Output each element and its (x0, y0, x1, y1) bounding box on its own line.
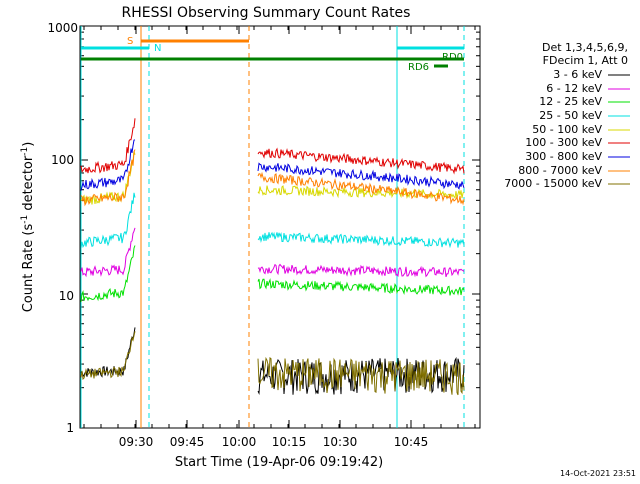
series-50-100kev (80, 151, 136, 205)
series-segment-after-gap (257, 278, 465, 296)
flag-label-rd0: RD0 (442, 52, 463, 63)
legend-label-25-50kev: 25 - 50 keV (539, 109, 602, 122)
legend-label-800-7000kev: 800 - 7000 keV (518, 164, 602, 177)
series-segment-after-gap (257, 171, 465, 206)
legend-label-3-6kev: 3 - 6 keV (553, 68, 602, 81)
x-tick-label-0930: 09:30 (119, 435, 154, 449)
y-tick-label-100: 100 (51, 153, 74, 167)
flag-label-n: N (154, 43, 161, 54)
timestamp: 14-Oct-2021 23:51 (560, 469, 636, 478)
x-tick-label-1015: 10:15 (272, 435, 307, 449)
x-tick-label-1045: 10:45 (394, 435, 429, 449)
series-300-800kev (80, 139, 136, 191)
legend-label-7000-15000kev: 7000 - 15000 keV (504, 177, 602, 190)
y-tick-label-10: 10 (59, 289, 74, 303)
series-segment-after-gap (257, 147, 465, 175)
x-tick-label-1000: 10:00 (222, 435, 257, 449)
legend-header-1: Det 1,3,4,5,6,9, (542, 41, 628, 54)
series-25-50kev (80, 192, 136, 249)
y-axis-label: Count Rate (s-1 detector-1) (20, 142, 36, 313)
series-100-300kev (80, 118, 136, 174)
series-segment-after-gap (257, 162, 465, 190)
y-tick-label-1: 1 (66, 421, 74, 435)
flag-label-s: S (127, 36, 133, 47)
series-12-25kev (80, 245, 136, 303)
x-tick-label-1030: 10:30 (323, 435, 358, 449)
x-tick-label-0945: 09:45 (170, 435, 205, 449)
series-800-7000kev (80, 149, 136, 207)
chart-title: RHESSI Observing Summary Count Rates (122, 5, 411, 21)
series-segment-after-gap (257, 231, 465, 249)
series-segment-after-gap (257, 263, 465, 278)
series-6-12kev (80, 227, 136, 278)
legend-label-6-12kev: 6 - 12 keV (546, 82, 602, 95)
series-segment-after-gap (257, 356, 465, 396)
x-tick-marks (83, 26, 476, 428)
legend-label-50-100kev: 50 - 100 keV (532, 123, 602, 136)
series-layer (80, 118, 465, 396)
series-7000-15000kev (80, 331, 136, 381)
x-axis-label: Start Time (19-Apr-06 09:19:42) (175, 455, 383, 470)
flag-label-rd6: RD6 (408, 62, 429, 73)
legend-label-100-300kev: 100 - 300 keV (525, 136, 602, 149)
plot-frame (79, 25, 481, 429)
legend-header-2: FDecim 1, Att 0 (543, 54, 628, 67)
legend-label-12-25kev: 12 - 25 keV (539, 95, 602, 108)
y-tick-label-1000: 1000 (47, 21, 78, 35)
legend-label-300-800kev: 300 - 800 keV (525, 150, 602, 163)
series-segment-after-gap (257, 185, 465, 200)
